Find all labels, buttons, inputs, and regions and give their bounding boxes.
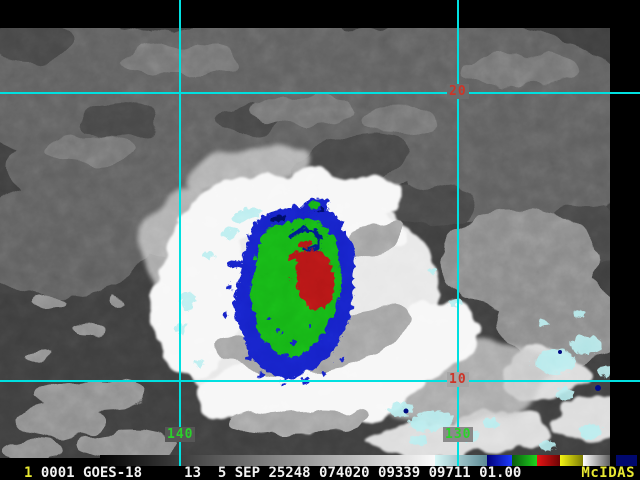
status-bar: 1 0001 GOES-18 13 5 SEP 25248 074020 093…	[0, 466, 640, 480]
enhancement-colorbar	[100, 455, 637, 466]
grid-vline-458	[457, 0, 459, 466]
colorbar-segment-ir-gray-ramp	[100, 455, 435, 466]
colorbar-segment-cyan-ramp	[435, 455, 487, 466]
grid-hline-381	[0, 380, 640, 382]
status-spacer	[32, 465, 40, 480]
grid-label-140: 140	[165, 427, 196, 442]
status-info-text: 0001 GOES-18 13 5 SEP 25248 074020 09339…	[40, 465, 522, 480]
grid-label-10: 10	[447, 372, 469, 387]
colorbar-segment-navy	[616, 455, 637, 466]
colorbar-segment-red	[537, 455, 560, 466]
image-noise-texture	[0, 28, 610, 458]
colorbar-segment-black-gap	[610, 455, 616, 466]
colorbar-segment-gray-ramp-2	[583, 455, 610, 466]
status-text-group: 1 0001 GOES-18 13 5 SEP 25248 074020 093…	[24, 466, 521, 480]
grid-label-130: 130	[443, 427, 474, 442]
grid-hline-93	[0, 92, 640, 94]
colorbar-segment-yellow	[560, 455, 583, 466]
mcidas-brand: McIDAS	[581, 465, 635, 480]
colorbar-segment-green	[512, 455, 537, 466]
grid-label-20: 20	[447, 84, 469, 99]
colorbar-segment-blue	[487, 455, 512, 466]
grid-vline-180	[179, 0, 181, 466]
frame-number: 1	[24, 465, 33, 480]
